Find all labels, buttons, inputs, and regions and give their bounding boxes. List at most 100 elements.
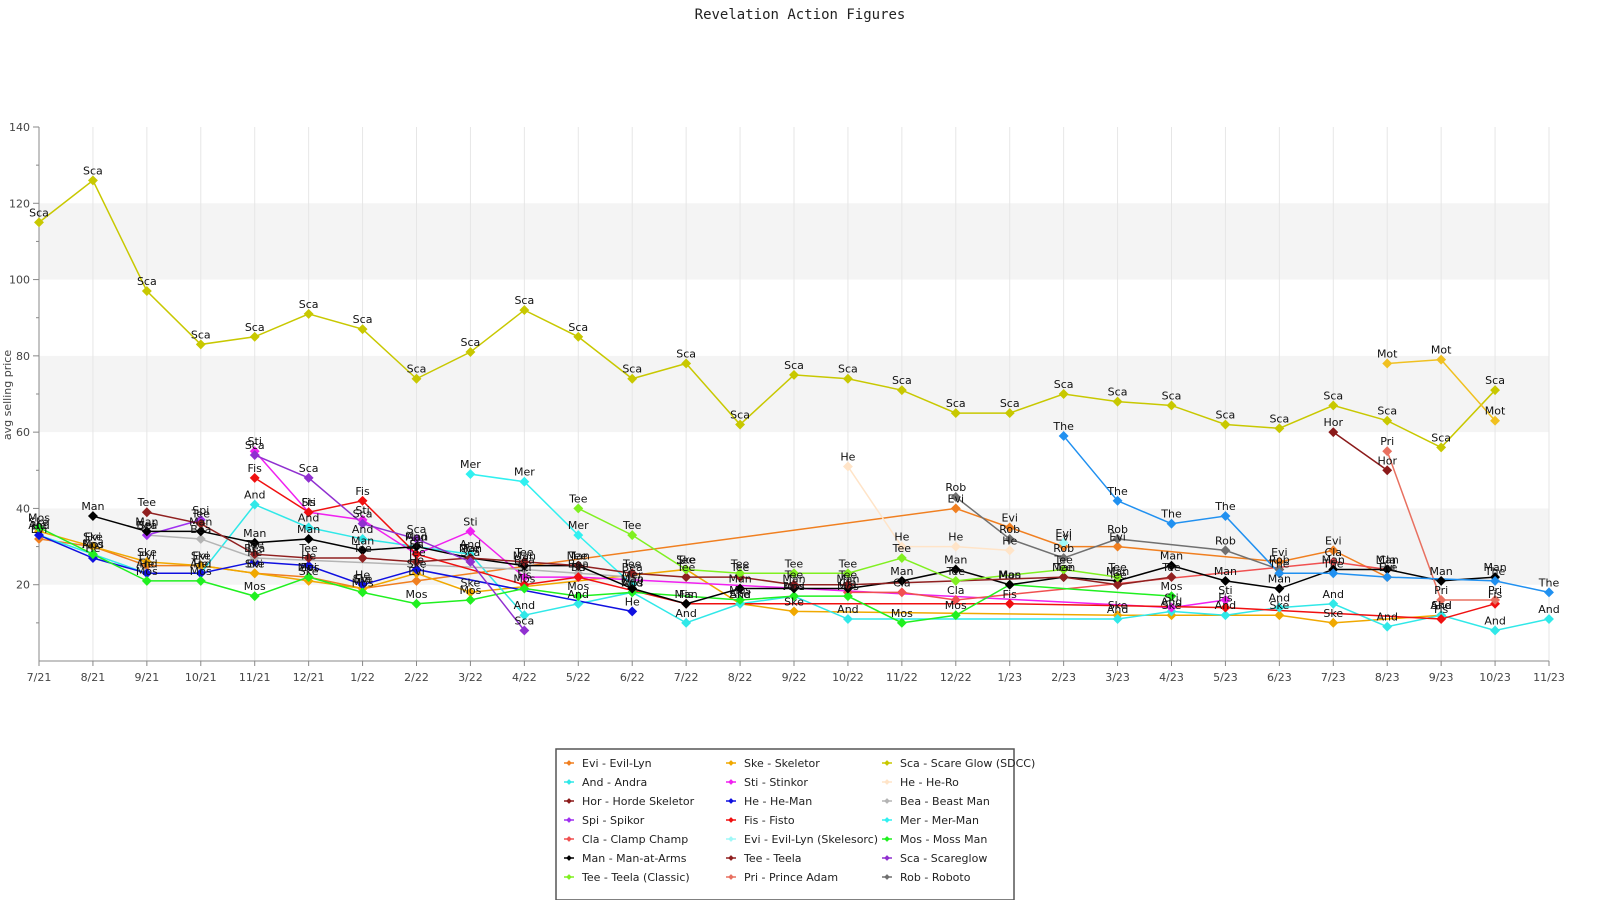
- data-label: Sca: [1108, 386, 1128, 399]
- data-point: [1490, 625, 1501, 636]
- data-point: [357, 533, 368, 544]
- data-point: [950, 408, 961, 419]
- data-point: [896, 617, 907, 628]
- data-point: [842, 373, 853, 384]
- data-label: And: [1161, 595, 1182, 608]
- data-point: [411, 541, 422, 552]
- legend-label: Bea - Beast Man: [900, 795, 990, 808]
- y-tick-label: 140: [9, 121, 30, 134]
- data-label: Sti: [355, 504, 369, 517]
- data-label: And: [1484, 614, 1505, 627]
- data-point: [141, 507, 152, 518]
- data-label: Sca: [1485, 374, 1505, 387]
- data-point: [303, 472, 314, 483]
- data-label: Ske: [299, 565, 319, 578]
- data-point: [1382, 415, 1393, 426]
- data-label: Tee: [1107, 569, 1127, 582]
- x-tick-label: 8/23: [1375, 671, 1400, 684]
- data-label: Mos: [783, 580, 805, 593]
- data-point: [1436, 595, 1447, 605]
- data-point: [303, 507, 314, 518]
- data-label: Tee: [730, 557, 750, 570]
- data-label: Sca: [784, 359, 804, 372]
- data-point: [357, 579, 368, 590]
- data-label: Mot: [1485, 405, 1506, 418]
- legend-marker: [728, 855, 734, 861]
- data-point: [303, 553, 314, 563]
- x-tick-label: 10/23: [1479, 671, 1511, 684]
- data-label: Sca: [946, 397, 966, 410]
- data-point: [1220, 419, 1231, 430]
- data-point: [303, 308, 314, 319]
- data-point: [735, 568, 746, 579]
- x-tick-label: 4/22: [512, 671, 537, 684]
- data-label: Man: [189, 515, 212, 528]
- data-label: Sti: [571, 561, 585, 574]
- data-label: Sca: [299, 298, 319, 311]
- data-label: Sti: [1164, 592, 1178, 605]
- data-point: [735, 583, 746, 594]
- data-label: Mos: [837, 580, 859, 593]
- data-point: [1274, 610, 1285, 621]
- data-label: Tee: [946, 565, 966, 578]
- data-point: [842, 568, 853, 579]
- data-label: Sca: [838, 363, 858, 376]
- legend-marker: [566, 760, 572, 766]
- data-label: Man: [1376, 553, 1399, 566]
- data-label: He: [840, 450, 855, 463]
- legend-item: Evi - Evil-Lyn (Skelesorc): [726, 833, 878, 846]
- data-label: He: [625, 595, 640, 608]
- legend-label: And - Andra: [582, 776, 647, 789]
- data-label: Mos: [567, 580, 589, 593]
- data-label: Mer: [622, 569, 643, 582]
- legend-item: He - He-Ro: [882, 776, 959, 789]
- data-point: [249, 499, 260, 510]
- data-label: The: [1106, 485, 1128, 498]
- data-label: Tee: [406, 546, 426, 559]
- data-label: And: [1376, 611, 1397, 624]
- y-tick-label: 20: [16, 579, 30, 592]
- legend-item: Rob - Roboto: [882, 871, 971, 884]
- data-label: Evi: [139, 550, 156, 563]
- data-label: Bea: [244, 542, 265, 555]
- data-label: Tee: [730, 561, 750, 574]
- data-label: And: [783, 580, 804, 593]
- legend-marker: [884, 817, 890, 823]
- data-point: [195, 560, 206, 571]
- data-point: [195, 518, 206, 529]
- legend-label: Sti - Stinkor: [744, 776, 808, 789]
- data-label: Bea: [136, 519, 157, 532]
- data-label: Ske: [461, 576, 481, 589]
- data-label: Man: [782, 573, 805, 586]
- data-point: [1058, 572, 1069, 583]
- legend-marker: [728, 874, 734, 880]
- x-tick-label: 5/23: [1213, 671, 1238, 684]
- data-label: Sca: [1377, 405, 1397, 418]
- data-label: Man: [1214, 565, 1237, 578]
- data-point: [573, 560, 584, 571]
- data-label: The: [1538, 576, 1560, 589]
- data-label: Tee: [352, 542, 372, 555]
- data-label: Sca: [1269, 412, 1289, 425]
- data-point: [627, 530, 638, 541]
- data-label: Sti: [409, 538, 423, 551]
- data-label: Ske: [407, 557, 427, 570]
- data-point: [34, 217, 44, 228]
- data-label: Tee: [191, 508, 211, 521]
- data-point: [141, 286, 152, 296]
- legend-label: Mer - Mer-Man: [900, 814, 979, 827]
- x-tick-label: 10/21: [185, 671, 217, 684]
- legend-marker: [884, 798, 890, 804]
- data-point: [195, 575, 206, 586]
- data-point: [1328, 598, 1339, 609]
- data-label: And: [675, 607, 696, 620]
- data-label: Ske: [245, 557, 265, 570]
- data-label: Sca: [245, 439, 265, 452]
- data-point: [681, 598, 692, 609]
- legend-marker: [566, 779, 572, 785]
- data-label: The: [1484, 565, 1506, 578]
- data-point: [249, 549, 260, 560]
- data-point: [1004, 533, 1015, 544]
- series-line: [38, 179, 1496, 449]
- data-point: [195, 339, 206, 350]
